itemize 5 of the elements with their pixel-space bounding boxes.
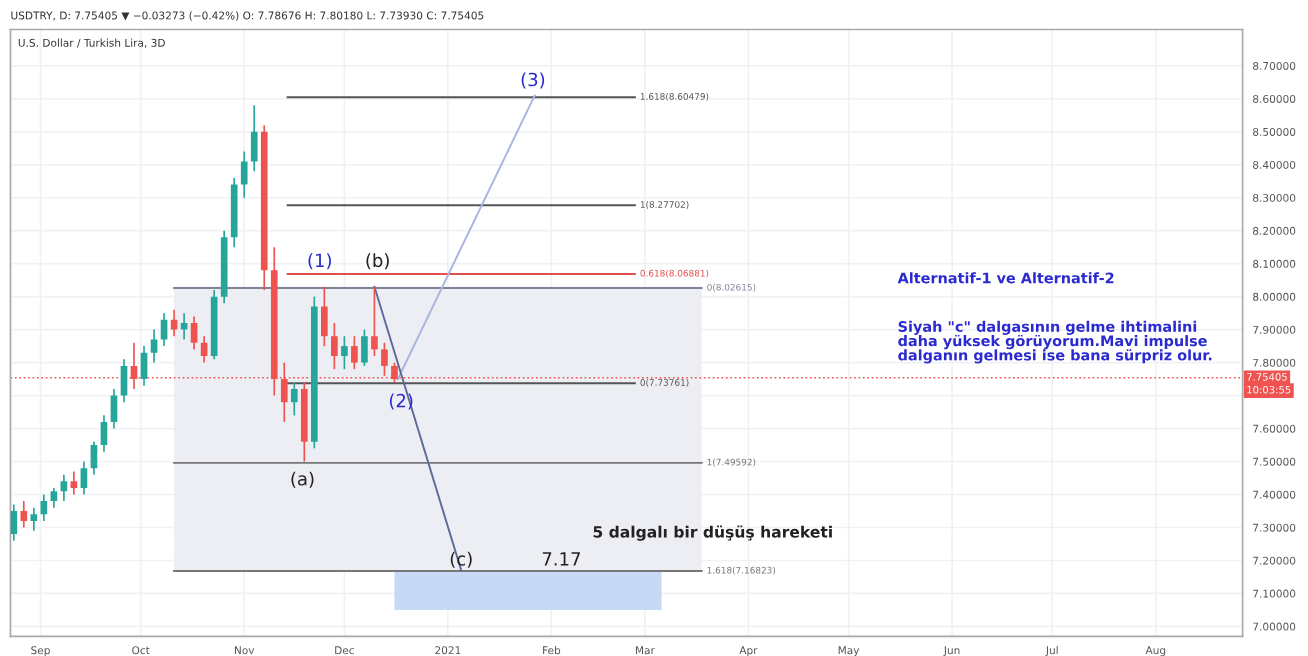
annotation: (a) <box>291 471 314 488</box>
annotation: (b) <box>366 253 389 270</box>
annotation: (1) <box>308 253 331 270</box>
annotation: 7.17 <box>542 552 580 566</box>
annotation: (3) <box>521 72 545 89</box>
